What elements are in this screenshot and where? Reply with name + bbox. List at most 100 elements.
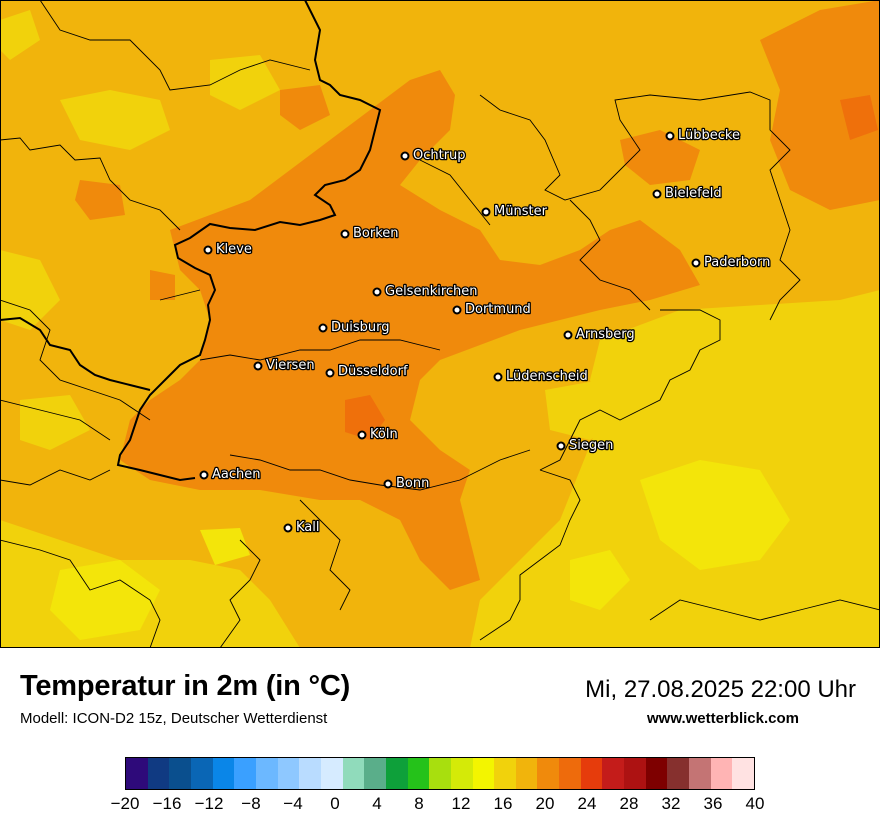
legend-tick-label: 12 xyxy=(451,794,471,813)
legend-swatch xyxy=(689,758,711,789)
city-label: Viersen xyxy=(266,358,315,373)
legend-swatch xyxy=(342,758,365,789)
national-border xyxy=(0,0,382,482)
legend-tick-label: 16 xyxy=(493,794,513,813)
city-dot xyxy=(325,368,335,378)
city-dot xyxy=(372,287,382,297)
legend-swatch xyxy=(429,758,451,789)
city-dot xyxy=(383,479,393,489)
city-gelsenkirchen: Gelsenkirchen xyxy=(372,283,479,300)
city-label: Siegen xyxy=(569,438,613,453)
city-dot xyxy=(481,207,491,217)
city-label: Aachen xyxy=(212,467,260,482)
legend-tick-label: 0 xyxy=(330,794,340,813)
city-muenster: Münster xyxy=(481,203,549,220)
city-duesseldorf: Düsseldorf xyxy=(325,363,409,380)
temperature-map: Ochtrup Lübbecke Bielefeld Münster Borke… xyxy=(0,0,880,648)
city-dot xyxy=(357,430,367,440)
city-label: Lübbecke xyxy=(678,128,740,143)
city-dot xyxy=(652,189,662,199)
city-dot xyxy=(318,323,328,333)
legend-tick-label: 24 xyxy=(577,794,597,813)
legend-swatch xyxy=(385,758,408,789)
city-label: Lüdenscheid xyxy=(506,369,588,384)
city-duisburg: Duisburg xyxy=(318,319,391,336)
legend-swatch xyxy=(515,758,538,789)
legend-tick-label: 8 xyxy=(414,794,424,813)
legend-tick-label: 32 xyxy=(661,794,681,813)
city-bonn: Bonn xyxy=(383,475,431,492)
legend-tick-label: −16 xyxy=(152,794,182,813)
legend-swatch xyxy=(537,758,560,789)
warm-regions xyxy=(75,0,880,590)
legend-swatch xyxy=(710,758,733,789)
legend-tick-label: 28 xyxy=(619,794,639,813)
color-scale-legend xyxy=(125,757,755,790)
city-dot xyxy=(563,330,573,340)
legend-swatch xyxy=(602,758,625,789)
city-dot xyxy=(665,131,675,141)
city-kleve: Kleve xyxy=(203,241,253,258)
city-label: Gelsenkirchen xyxy=(385,284,478,299)
legend-tick-label: 40 xyxy=(745,794,765,813)
website-link[interactable]: www.wetterblick.com xyxy=(647,710,799,727)
model-caption: Modell: ICON-D2 15z, Deutscher Wetterdie… xyxy=(20,710,328,727)
city-label: Bonn xyxy=(396,476,429,491)
legend-tick-labels: −20 −16 −12 −8 −4 0 4 8 12 16 20 24 28 32 36 40 xyxy=(111,794,765,818)
city-label: Köln xyxy=(370,427,398,442)
legend-swatch xyxy=(364,758,386,789)
city-dot xyxy=(253,361,263,371)
city-label: Bielefeld xyxy=(665,186,722,201)
city-dot xyxy=(493,372,503,382)
city-luedenscheid: Lüdenscheid xyxy=(493,368,589,385)
city-dot xyxy=(691,258,701,268)
legend-swatch xyxy=(624,758,646,789)
city-label: Kall xyxy=(296,520,320,535)
city-kall: Kall xyxy=(283,519,321,536)
city-viersen: Viersen xyxy=(253,357,316,374)
legend-tick-label: −12 xyxy=(194,794,224,813)
city-label: Borken xyxy=(353,226,399,241)
legend-swatch xyxy=(126,758,148,789)
legend-tick-label: −8 xyxy=(241,794,261,813)
city-label: Dortmund xyxy=(465,302,531,317)
legend-swatch xyxy=(645,758,668,789)
legend-swatch xyxy=(667,758,690,789)
legend-swatch xyxy=(732,758,755,789)
legend-swatch xyxy=(494,758,516,789)
city-dot xyxy=(283,523,293,533)
legend-swatch xyxy=(472,758,495,789)
city-dot xyxy=(452,305,462,315)
city-ochtrup: Ochtrup xyxy=(400,147,467,164)
city-label: Paderborn xyxy=(704,255,770,270)
city-dot xyxy=(203,245,213,255)
legend-swatch xyxy=(299,758,321,789)
city-label: Kleve xyxy=(216,242,252,257)
legend-tick-label: 4 xyxy=(372,794,382,813)
warmest-spots xyxy=(345,95,878,440)
legend-swatch xyxy=(277,758,300,789)
city-dot xyxy=(199,470,209,480)
city-siegen: Siegen xyxy=(556,437,615,454)
legend-swatch xyxy=(234,758,256,789)
city-label: Arnsberg xyxy=(576,327,635,342)
legend-swatch xyxy=(190,758,213,789)
legend-swatch xyxy=(255,758,278,789)
city-label: Münster xyxy=(494,204,548,219)
city-dot xyxy=(340,229,350,239)
legend-swatch xyxy=(450,758,473,789)
city-markers: Ochtrup Lübbecke Bielefeld Münster Borke… xyxy=(199,127,772,536)
city-dortmund: Dortmund xyxy=(452,301,532,318)
forecast-datetime: Mi, 27.08.2025 22:00 Uhr xyxy=(585,676,856,703)
city-arnsberg: Arnsberg xyxy=(563,326,636,343)
city-luebbecke: Lübbecke xyxy=(665,127,741,144)
legend-swatch xyxy=(212,758,235,789)
legend-swatch xyxy=(407,758,430,789)
city-paderborn: Paderborn xyxy=(691,254,772,271)
city-dot xyxy=(556,441,566,451)
city-label: Düsseldorf xyxy=(338,364,408,379)
legend-tick-label: 20 xyxy=(535,794,555,813)
city-label: Ochtrup xyxy=(413,148,466,163)
legend-tick-label: −4 xyxy=(283,794,303,813)
legend-swatch xyxy=(320,758,343,789)
